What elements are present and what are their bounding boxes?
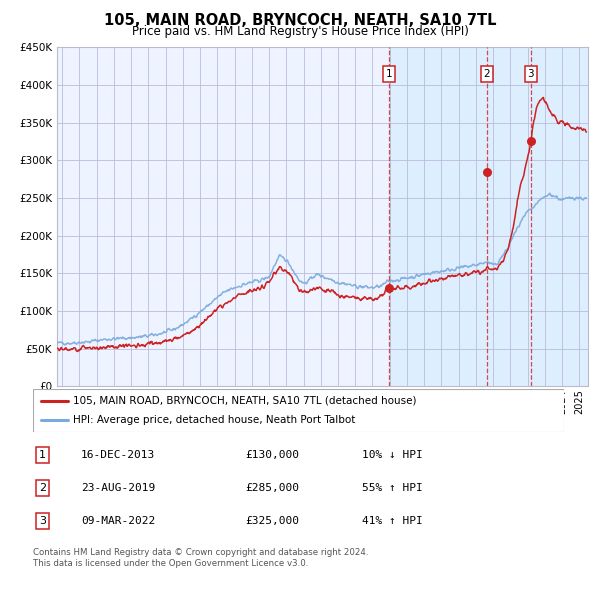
Text: 1: 1 [386, 68, 392, 78]
Text: £325,000: £325,000 [245, 516, 299, 526]
Text: £130,000: £130,000 [245, 450, 299, 460]
Text: 105, MAIN ROAD, BRYNCOCH, NEATH, SA10 7TL: 105, MAIN ROAD, BRYNCOCH, NEATH, SA10 7T… [104, 13, 496, 28]
Text: 2: 2 [39, 483, 46, 493]
Text: 2: 2 [484, 68, 490, 78]
Text: £285,000: £285,000 [245, 483, 299, 493]
Text: 10% ↓ HPI: 10% ↓ HPI [362, 450, 423, 460]
Text: 23-AUG-2019: 23-AUG-2019 [81, 483, 155, 493]
Bar [389, 47, 600, 386]
Text: 55% ↑ HPI: 55% ↑ HPI [362, 483, 423, 493]
Text: 09-MAR-2022: 09-MAR-2022 [81, 516, 155, 526]
Text: 41% ↑ HPI: 41% ↑ HPI [362, 516, 423, 526]
Text: Price paid vs. HM Land Registry's House Price Index (HPI): Price paid vs. HM Land Registry's House … [131, 25, 469, 38]
FancyBboxPatch shape [33, 389, 564, 432]
Text: 3: 3 [527, 68, 534, 78]
Text: 16-DEC-2013: 16-DEC-2013 [81, 450, 155, 460]
Text: 1: 1 [39, 450, 46, 460]
Text: Contains HM Land Registry data © Crown copyright and database right 2024.: Contains HM Land Registry data © Crown c… [33, 548, 368, 556]
Text: 3: 3 [39, 516, 46, 526]
Text: 105, MAIN ROAD, BRYNCOCH, NEATH, SA10 7TL (detached house): 105, MAIN ROAD, BRYNCOCH, NEATH, SA10 7T… [73, 396, 416, 406]
Text: HPI: Average price, detached house, Neath Port Talbot: HPI: Average price, detached house, Neat… [73, 415, 355, 425]
Text: This data is licensed under the Open Government Licence v3.0.: This data is licensed under the Open Gov… [33, 559, 308, 568]
